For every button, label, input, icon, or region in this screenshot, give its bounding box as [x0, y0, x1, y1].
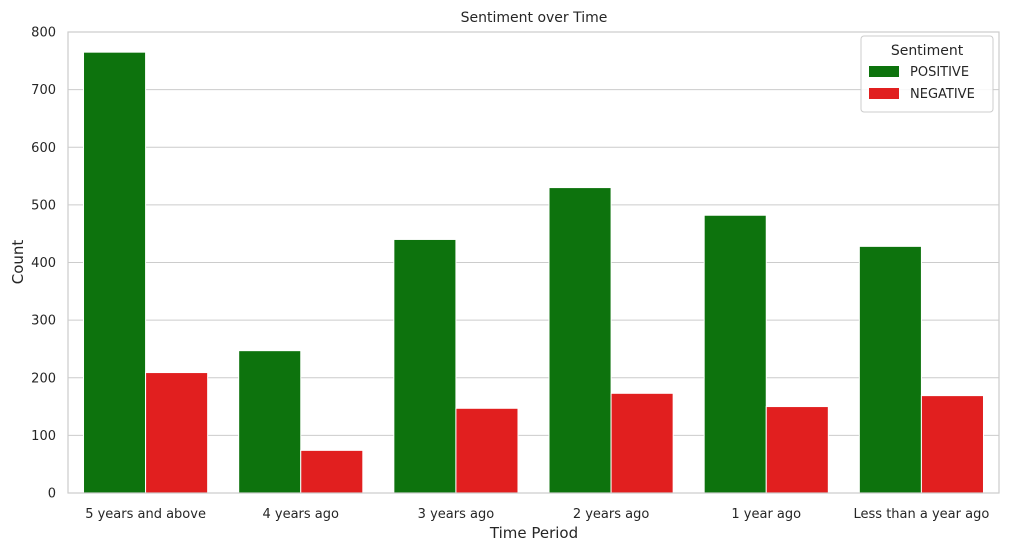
bar-positive	[83, 51, 147, 494]
plot-frame	[67, 31, 1000, 494]
y-tick-label: 0	[48, 487, 56, 502]
bar-positive	[393, 238, 457, 494]
y-axis-ticks: 0 100 200 300 400 500 600 700 800	[31, 26, 56, 502]
bar-negative	[610, 392, 674, 494]
x-axis-ticks: 5 years and above 4 years ago 3 years ago 2…	[85, 507, 989, 522]
legend-swatch-negative	[869, 88, 899, 99]
y-tick-label: 700	[31, 83, 56, 98]
bar-negative	[300, 449, 364, 494]
x-tick-label: 5 years and above	[85, 507, 206, 522]
legend-label-negative: NEGATIVE	[910, 87, 975, 102]
y-tick-label: 100	[31, 429, 56, 444]
y-tick-label: 200	[31, 371, 56, 386]
bar-negative	[765, 406, 829, 494]
legend: Sentiment POSITIVE NEGATIVE	[860, 35, 994, 113]
y-tick-label: 400	[31, 256, 56, 271]
x-tick-label: 3 years ago	[418, 507, 495, 522]
y-tick-label: 500	[31, 198, 56, 213]
bar-negative	[145, 372, 209, 494]
chart-title: Sentiment over Time	[461, 10, 608, 26]
bar-negative	[920, 395, 984, 494]
y-tick-label: 300	[31, 314, 56, 329]
legend-title: Sentiment	[891, 43, 964, 59]
bar-negative	[455, 407, 519, 494]
y-axis-label: Count	[9, 240, 27, 285]
bar-positive	[238, 350, 302, 494]
bar-positive	[548, 187, 612, 494]
legend-items: POSITIVE NEGATIVE	[869, 65, 975, 102]
legend-swatch-positive	[869, 66, 899, 77]
y-tick-label: 600	[31, 141, 56, 156]
x-tick-label: 2 years ago	[573, 507, 650, 522]
y-tick-label: 800	[31, 26, 56, 41]
bar-positive	[703, 214, 767, 494]
x-tick-label: 1 year ago	[731, 507, 801, 522]
x-tick-label: Less than a year ago	[854, 507, 990, 522]
legend-label-positive: POSITIVE	[910, 65, 969, 80]
bar-positive	[858, 245, 922, 494]
bars	[83, 51, 984, 494]
x-tick-label: 4 years ago	[263, 507, 340, 522]
x-axis-label: Time Period	[489, 524, 578, 542]
